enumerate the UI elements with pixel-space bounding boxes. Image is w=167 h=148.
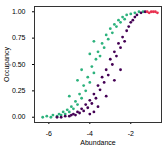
- svg-text:Occupancy: Occupancy: [3, 46, 11, 82]
- svg-text:-6: -6: [46, 130, 52, 137]
- svg-text:0.50: 0.50: [12, 61, 26, 68]
- svg-text:0.25: 0.25: [12, 87, 26, 94]
- svg-text:-4: -4: [87, 130, 93, 137]
- svg-text:-2: -2: [128, 130, 134, 137]
- svg-text:0.75: 0.75: [12, 34, 26, 41]
- svg-text:0.00: 0.00: [12, 113, 26, 120]
- svg-text:Abundance: Abundance: [80, 139, 116, 146]
- svg-text:1.00: 1.00: [12, 8, 26, 15]
